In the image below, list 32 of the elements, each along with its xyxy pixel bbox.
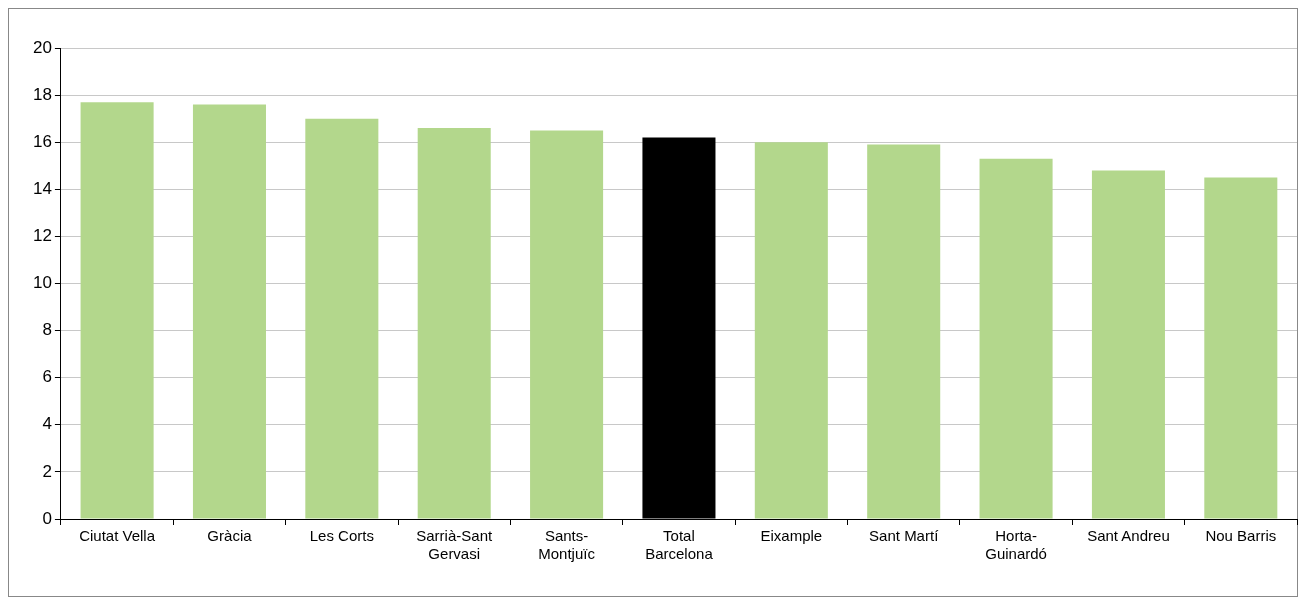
bar: [1091, 170, 1165, 519]
x-tick-label: Sant Martí: [869, 527, 940, 545]
bar: [867, 144, 941, 519]
bar: [305, 118, 379, 519]
y-tick-label: 16: [32, 131, 52, 151]
y-tick-label: 10: [32, 273, 52, 293]
x-tick-label: Gràcia: [207, 527, 253, 545]
bar: [979, 158, 1053, 519]
bar: [1204, 177, 1278, 519]
bar: [530, 130, 604, 519]
y-tick-label: 20: [32, 37, 52, 57]
y-tick-label: 0: [42, 508, 52, 528]
bar: [417, 128, 491, 519]
y-tick-label: 4: [42, 414, 52, 434]
x-tick-label: Horta-Guinardó: [985, 527, 1047, 563]
y-tick-label: 6: [42, 367, 52, 387]
x-tick-label: Total Barcelona: [645, 527, 714, 563]
y-tick-label: 14: [32, 178, 52, 198]
bar: [80, 102, 154, 519]
y-tick-label: 18: [32, 84, 52, 104]
y-tick-label: 2: [42, 461, 52, 481]
x-tick-label: Eixample: [760, 527, 823, 545]
x-tick-label: Sant Andreu: [1087, 527, 1170, 545]
y-tick-label: 8: [42, 320, 52, 340]
bar: [754, 142, 828, 519]
y-tick-label: 12: [32, 226, 52, 246]
bar: [192, 104, 266, 519]
x-tick-label: Les Corts: [309, 527, 374, 545]
x-tick-label: Ciutat Vella: [79, 527, 156, 545]
x-tick-label: Sarrià-Sant Gervasi: [416, 527, 493, 563]
x-tick-label: Nou Barris: [1205, 527, 1277, 545]
x-tick-label: Sants-Montjuïc: [538, 527, 596, 563]
